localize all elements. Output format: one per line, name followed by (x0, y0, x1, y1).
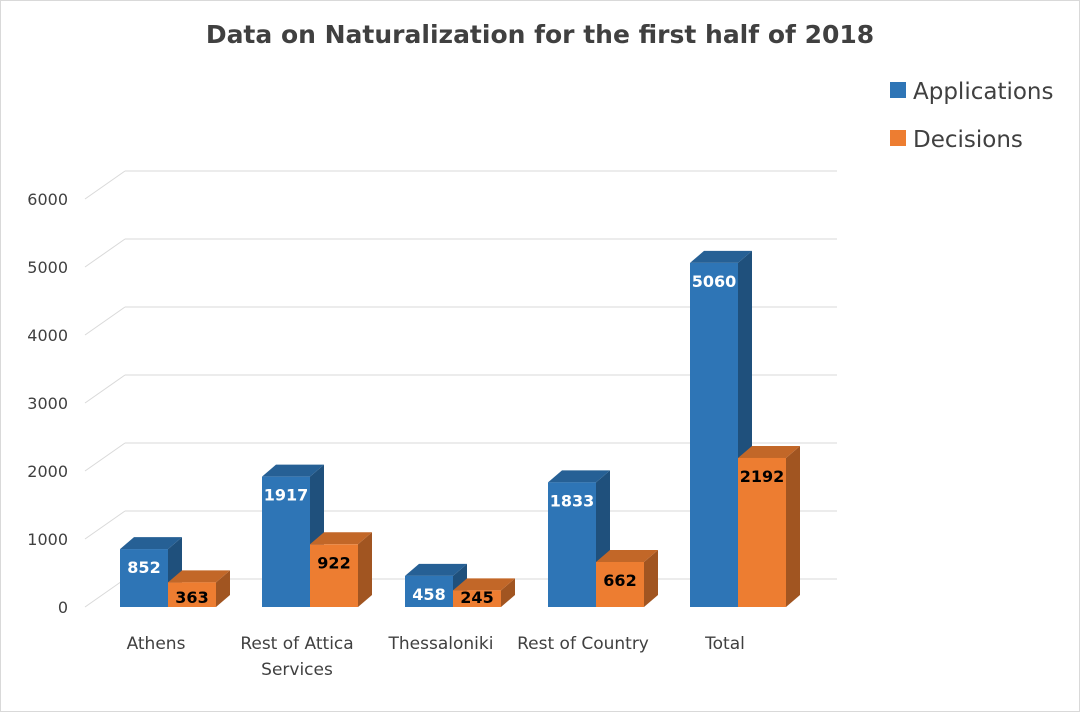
x-category-label: Rest of Attica (240, 634, 353, 654)
x-category-label: Total (704, 634, 745, 654)
bar-side-1 (216, 570, 230, 607)
bar-top-1 (168, 570, 230, 583)
gridline-side (84, 510, 126, 540)
x-category-label: Services (261, 660, 333, 680)
legend-swatch (890, 82, 906, 98)
data-label: 458 (412, 585, 445, 604)
data-label: 852 (127, 558, 160, 577)
bar-side-1 (786, 445, 800, 607)
bar-applications (405, 575, 453, 607)
bar-applications (120, 549, 168, 607)
bar-side-1 (501, 578, 515, 607)
bar-top-0 (405, 563, 467, 576)
x-category-label: Thessaloniki (388, 634, 494, 654)
legend-label: Decisions (913, 127, 1023, 153)
gridline-side (84, 374, 126, 404)
bar-decisions (596, 561, 644, 607)
data-label: 1917 (264, 486, 309, 505)
x-category-label: Athens (127, 634, 186, 654)
bar-applications (690, 262, 738, 607)
bar-top-0 (120, 537, 182, 550)
y-tick-label: 5000 (27, 258, 68, 277)
y-tick-label: 0 (58, 598, 68, 617)
gridline-side (84, 238, 126, 268)
y-tick-label: 3000 (27, 394, 68, 413)
bar-decisions (168, 582, 216, 607)
bar-applications (548, 482, 596, 607)
data-label: 662 (603, 571, 636, 590)
bar-decisions (738, 457, 786, 607)
y-tick-label: 6000 (27, 190, 68, 209)
bar-decisions (453, 590, 501, 607)
bar-decisions (310, 544, 358, 607)
gridline-side (84, 306, 126, 336)
gridline-side (84, 578, 126, 608)
bar-top-1 (310, 532, 372, 545)
legend-swatch (890, 130, 906, 146)
bar-top-0 (262, 464, 324, 477)
gridline-side (84, 170, 126, 200)
legend-label: Applications (913, 79, 1054, 105)
data-label: 1833 (550, 491, 595, 510)
bar-top-0 (548, 470, 610, 483)
x-category-label: Rest of Country (517, 634, 649, 654)
chart-title: Data on Naturalization for the first hal… (205, 20, 875, 49)
y-tick-label: 4000 (27, 326, 68, 345)
bar-top-1 (453, 578, 515, 591)
data-label: 2192 (740, 467, 785, 486)
bar-top-1 (596, 549, 658, 562)
data-label: 363 (175, 588, 208, 607)
data-label: 245 (460, 588, 493, 607)
data-label: 922 (317, 553, 350, 572)
bar-applications (262, 476, 310, 607)
bar-side-1 (358, 532, 372, 607)
bar-top-0 (690, 250, 752, 263)
data-label: 5060 (692, 272, 737, 291)
gridline-side (84, 442, 126, 472)
y-tick-label: 2000 (27, 462, 68, 481)
y-tick-label: 1000 (27, 530, 68, 549)
bar-side-1 (644, 549, 658, 607)
bar-top-1 (738, 445, 800, 458)
